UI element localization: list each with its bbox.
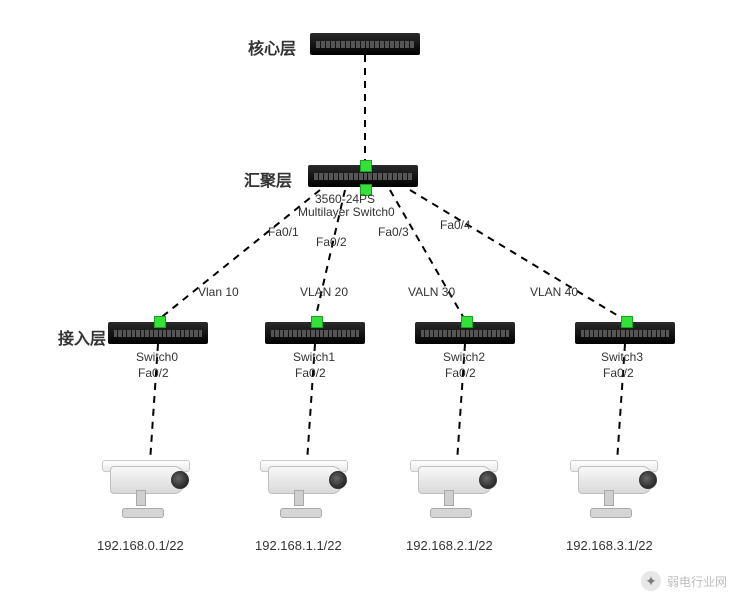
link-agg-s0 bbox=[158, 190, 320, 320]
ip-3: 192.168.3.1/22 bbox=[566, 538, 653, 553]
dot-s3 bbox=[621, 316, 633, 328]
wechat-icon: ✦ bbox=[641, 571, 661, 591]
camera-3 bbox=[560, 460, 670, 518]
dot-agg-top bbox=[360, 160, 372, 172]
ip-1: 192.168.1.1/22 bbox=[255, 538, 342, 553]
label-access-layer: 接入层 bbox=[58, 325, 106, 349]
port-fa0-4: Fa0/4 bbox=[440, 218, 471, 232]
camera-0 bbox=[92, 460, 202, 518]
ip-2: 192.168.2.1/22 bbox=[406, 538, 493, 553]
label-core-layer: 核心层 bbox=[248, 35, 296, 59]
agg-subtitle: Multilayer Switch0 bbox=[298, 205, 395, 219]
s1-port: Fa0/2 bbox=[295, 366, 326, 380]
vlan-20: VLAN 20 bbox=[300, 285, 348, 299]
camera-2 bbox=[400, 460, 510, 518]
dot-s1 bbox=[311, 316, 323, 328]
port-fa0-3: Fa0/3 bbox=[378, 225, 409, 239]
s0-port: Fa0/2 bbox=[138, 366, 169, 380]
camera-1 bbox=[250, 460, 360, 518]
watermark: ✦ 弱电行业网 bbox=[641, 571, 727, 591]
dot-s2 bbox=[461, 316, 473, 328]
port-fa0-2: Fa0/2 bbox=[316, 235, 347, 249]
label-agg-layer: 汇聚层 bbox=[244, 167, 292, 191]
ip-0: 192.168.0.1/22 bbox=[97, 538, 184, 553]
vlan-30: VALN 30 bbox=[408, 285, 455, 299]
s1-name: Switch1 bbox=[293, 350, 335, 364]
agg-model: 3560-24PS bbox=[315, 192, 375, 206]
watermark-text: 弱电行业网 bbox=[667, 573, 727, 590]
vlan-40: VLAN 40 bbox=[530, 285, 578, 299]
link-agg-s2 bbox=[390, 190, 465, 320]
switch-core bbox=[310, 33, 420, 55]
s2-name: Switch2 bbox=[443, 350, 485, 364]
s3-port: Fa0/2 bbox=[603, 366, 634, 380]
link-agg-s3 bbox=[410, 190, 625, 320]
port-fa0-1: Fa0/1 bbox=[268, 225, 299, 239]
dot-s0 bbox=[154, 316, 166, 328]
s0-name: Switch0 bbox=[136, 350, 178, 364]
s2-port: Fa0/2 bbox=[445, 366, 476, 380]
s3-name: Switch3 bbox=[601, 350, 643, 364]
diagram-canvas: 核心层 汇聚层 接入层 3560-24PS Multilayer Switch0… bbox=[0, 0, 739, 599]
vlan-10: Vlan 10 bbox=[198, 285, 239, 299]
